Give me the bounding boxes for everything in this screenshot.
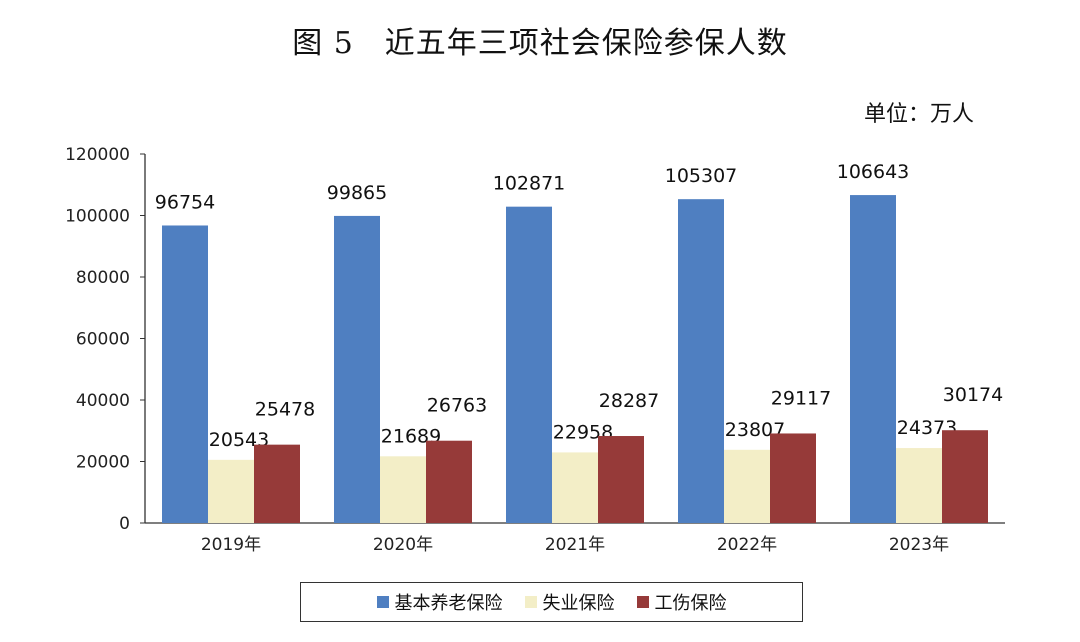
data-label-pension-2021年: 102871 xyxy=(493,173,566,195)
chart-title: 图 5 近五年三项社会保险参保人数 xyxy=(292,26,788,61)
y-tick-label: 60000 xyxy=(76,330,130,350)
legend-item-unemployment: 失业保险 xyxy=(524,589,615,615)
bar-work-injury-2022年 xyxy=(770,433,816,523)
legend-swatch-work-injury xyxy=(636,596,649,608)
data-label-work-injury-2021年: 28287 xyxy=(599,390,659,412)
y-tick-label: 100000 xyxy=(65,207,130,227)
x-tick-label: 2020年 xyxy=(373,535,433,555)
bar-pension-2019年 xyxy=(162,225,208,523)
data-label-work-injury-2020年: 26763 xyxy=(427,395,487,417)
bar-work-injury-2020年 xyxy=(426,440,472,523)
bar-unemployment-2020年 xyxy=(380,456,426,523)
bar-work-injury-2021年 xyxy=(598,436,644,523)
bar-chart: 0 20000 40000 60000 80000 100000 120000 96754 20… xyxy=(65,145,1005,555)
x-tick-label: 2022年 xyxy=(717,535,777,555)
bar-unemployment-2023年 xyxy=(896,448,942,523)
bar-pension-2021年 xyxy=(506,206,552,523)
y-tick-label: 80000 xyxy=(76,268,130,288)
legend-item-work-injury: 工伤保险 xyxy=(636,589,727,615)
data-label-pension-2019年: 96754 xyxy=(155,191,215,213)
y-tick-label: 0 xyxy=(119,514,130,534)
data-label-work-injury-2022年: 29117 xyxy=(771,387,831,409)
bar-pension-2023年 xyxy=(850,195,896,524)
bar-work-injury-2019年 xyxy=(254,444,300,523)
legend-label-pension: 基本养老保险 xyxy=(394,593,503,614)
legend-label-work-injury: 工伤保险 xyxy=(654,593,727,614)
y-tick-label: 40000 xyxy=(76,391,130,411)
data-label-pension-2023年: 106643 xyxy=(837,161,910,183)
legend-swatch-unemployment xyxy=(524,596,537,608)
x-tick-label: 2021年 xyxy=(545,535,605,555)
x-tick-label: 2019年 xyxy=(201,535,261,555)
bar-work-injury-2023年 xyxy=(942,430,988,523)
y-tick-label: 20000 xyxy=(76,453,130,473)
data-label-pension-2022年: 105307 xyxy=(665,165,738,187)
bar-pension-2022年 xyxy=(678,199,724,523)
legend-item-pension: 基本养老保险 xyxy=(376,589,503,615)
legend-label-unemployment: 失业保险 xyxy=(542,593,615,614)
data-label-work-injury-2019年: 25478 xyxy=(255,399,315,421)
unit-label: 单位：万人 xyxy=(863,102,974,127)
x-tick-label: 2023年 xyxy=(889,535,949,555)
bar-unemployment-2021年 xyxy=(552,452,598,523)
bar-unemployment-2022年 xyxy=(724,449,770,523)
legend: 基本养老保险 失业保险 工伤保险 xyxy=(300,582,803,622)
bar-unemployment-2019年 xyxy=(208,459,254,523)
legend-swatch-pension xyxy=(376,596,389,608)
data-label-pension-2020年: 99865 xyxy=(327,182,387,204)
y-tick-label: 120000 xyxy=(65,145,130,165)
bar-pension-2020年 xyxy=(334,215,380,523)
data-label-work-injury-2023年: 30174 xyxy=(943,384,1003,406)
